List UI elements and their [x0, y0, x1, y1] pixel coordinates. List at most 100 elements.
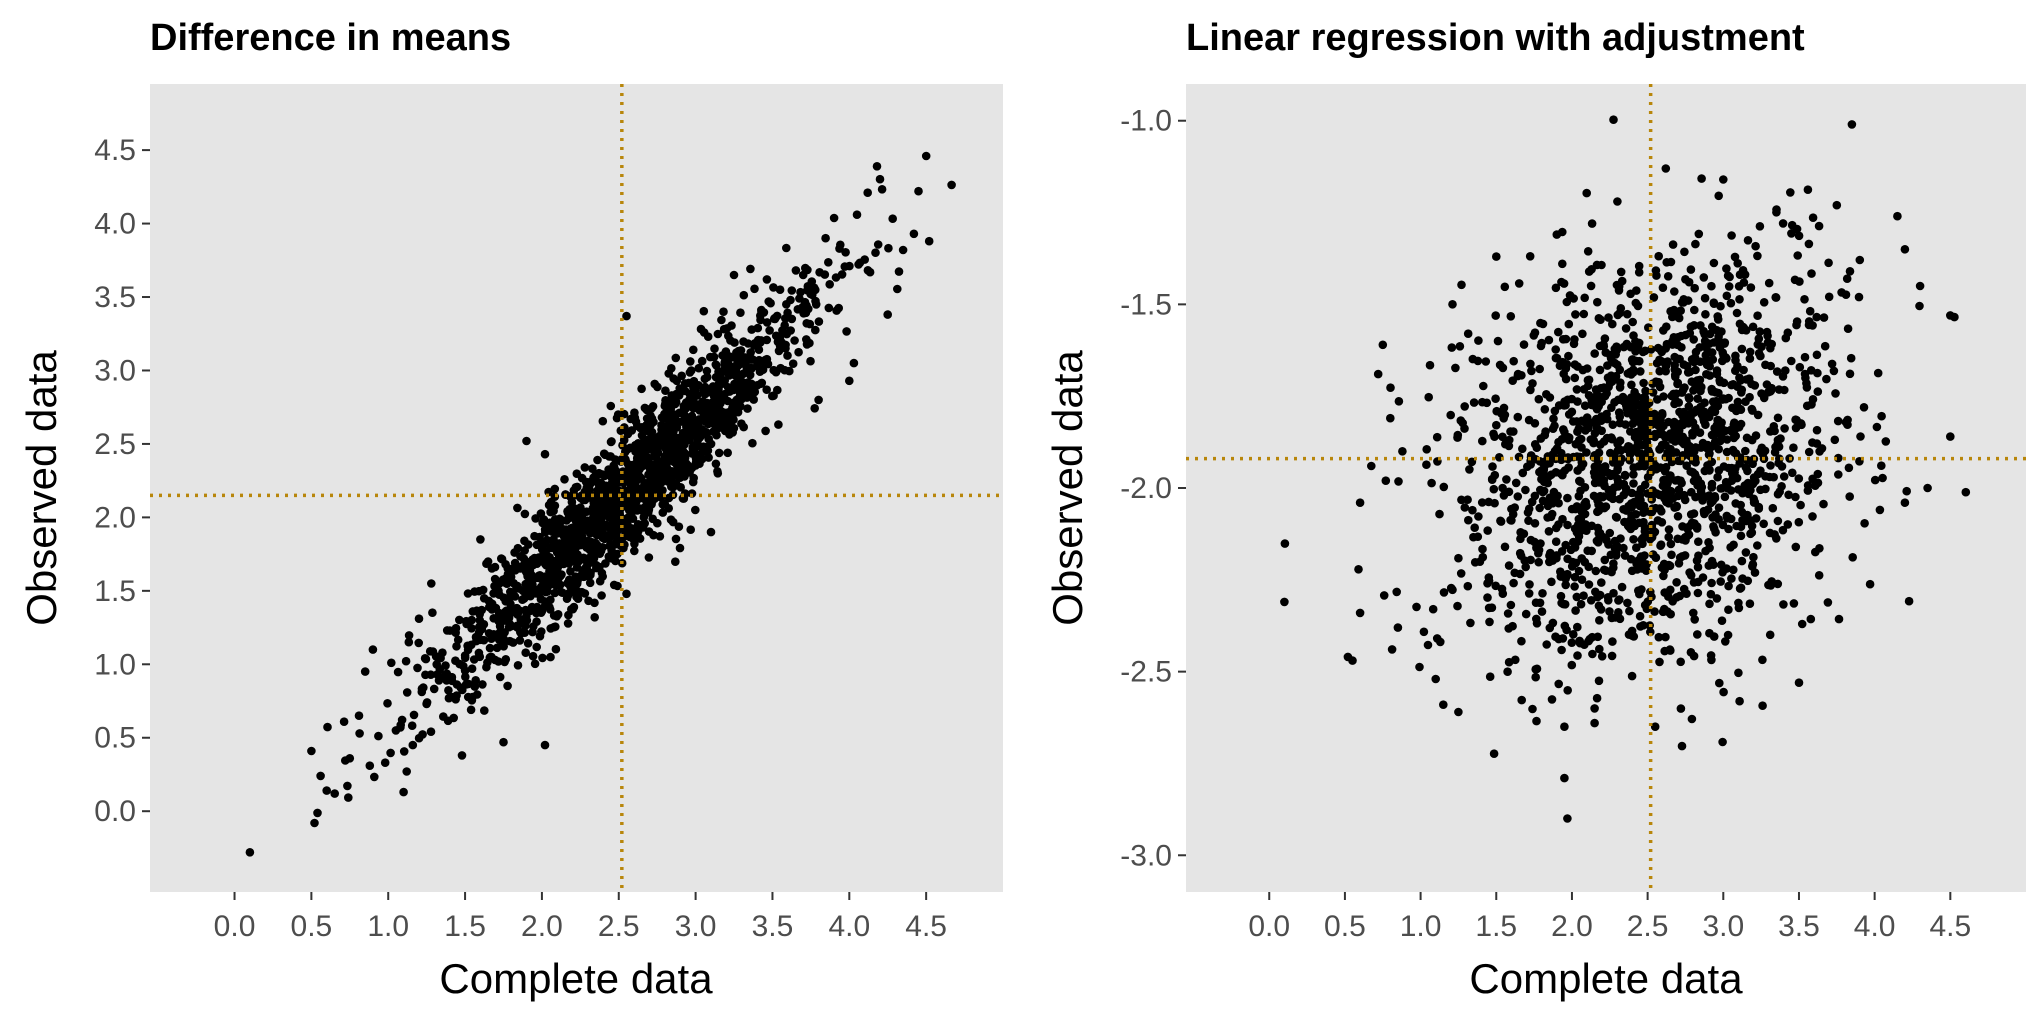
data-point	[355, 729, 364, 738]
data-point	[1691, 347, 1701, 357]
data-point	[781, 340, 790, 350]
data-point	[598, 416, 608, 426]
data-point	[1738, 486, 1747, 495]
data-point	[1753, 410, 1763, 420]
data-point	[1749, 552, 1758, 562]
data-point	[1574, 491, 1584, 501]
data-point	[1768, 503, 1778, 513]
data-point	[1660, 494, 1669, 503]
data-point	[1621, 324, 1631, 333]
data-point	[1603, 361, 1612, 370]
data-point	[1542, 640, 1551, 649]
data-point	[694, 363, 704, 373]
data-point	[1554, 327, 1563, 337]
data-point	[811, 325, 820, 335]
data-point	[1745, 347, 1755, 357]
data-point	[1803, 481, 1813, 490]
data-point	[1715, 678, 1724, 688]
data-point	[1709, 299, 1719, 309]
data-point	[1483, 593, 1492, 602]
data-point	[757, 305, 766, 315]
data-point	[1845, 267, 1855, 276]
data-point	[1800, 295, 1809, 304]
data-point	[344, 793, 353, 802]
data-point	[603, 498, 613, 507]
data-point	[1563, 814, 1572, 823]
data-point	[354, 711, 364, 720]
data-point	[1557, 455, 1566, 465]
data-point	[1855, 255, 1865, 265]
data-point	[687, 463, 697, 473]
data-point	[1749, 494, 1758, 504]
data-point	[1670, 399, 1679, 409]
data-point	[646, 445, 655, 454]
data-point	[528, 651, 538, 661]
data-point	[1741, 516, 1751, 526]
data-point	[1604, 313, 1613, 322]
data-point	[1615, 494, 1624, 504]
data-point	[1563, 686, 1572, 695]
data-point	[590, 613, 599, 622]
x-tick-label: 4.5	[905, 910, 947, 943]
y-axis-title: Observed data	[18, 350, 65, 626]
data-point	[1794, 517, 1804, 527]
data-point	[1724, 581, 1733, 591]
data-point	[1691, 443, 1700, 452]
data-point	[1564, 351, 1573, 361]
data-point	[630, 546, 639, 556]
data-point	[1478, 436, 1487, 446]
data-point	[1651, 553, 1661, 562]
data-point	[1714, 444, 1723, 454]
data-point	[1684, 419, 1693, 428]
data-point	[1537, 474, 1546, 484]
data-point	[1822, 374, 1831, 384]
data-point	[1398, 447, 1407, 456]
data-point	[669, 374, 678, 383]
data-point	[1747, 404, 1757, 414]
data-point	[1707, 655, 1716, 665]
data-point	[1702, 370, 1711, 379]
data-point	[769, 314, 779, 324]
data-point	[1627, 566, 1637, 576]
data-point	[593, 541, 602, 550]
data-point	[1718, 356, 1727, 366]
data-point	[717, 315, 726, 325]
data-point	[1670, 417, 1679, 427]
data-point	[1797, 420, 1806, 430]
data-point	[1564, 319, 1574, 329]
data-point	[787, 286, 797, 295]
data-point	[1530, 519, 1540, 528]
data-point	[1717, 616, 1727, 625]
data-point	[1662, 322, 1671, 332]
data-point	[660, 499, 670, 509]
data-point	[1845, 369, 1855, 379]
data-point	[1735, 319, 1745, 329]
data-point	[1625, 606, 1634, 616]
data-point	[601, 559, 610, 568]
data-point	[1627, 671, 1637, 681]
data-point	[1626, 554, 1636, 564]
data-point	[650, 475, 660, 485]
data-point	[1923, 483, 1932, 493]
data-point	[654, 437, 664, 446]
data-point	[520, 509, 530, 519]
data-point	[1827, 359, 1837, 369]
data-point	[785, 366, 794, 376]
data-point	[1689, 321, 1699, 330]
data-point	[1524, 589, 1534, 598]
data-point	[1808, 213, 1818, 222]
data-point	[700, 374, 710, 384]
data-point	[307, 746, 316, 756]
data-point	[404, 631, 414, 640]
data-point	[597, 591, 606, 600]
data-point	[1551, 632, 1560, 641]
data-point	[1848, 553, 1857, 562]
data-point	[633, 468, 643, 477]
data-point	[1500, 542, 1510, 552]
data-point	[1616, 534, 1625, 543]
data-point	[1841, 290, 1851, 300]
data-point	[1536, 318, 1545, 328]
data-point	[1593, 297, 1602, 307]
data-point	[1412, 602, 1421, 612]
data-point	[1695, 428, 1705, 438]
